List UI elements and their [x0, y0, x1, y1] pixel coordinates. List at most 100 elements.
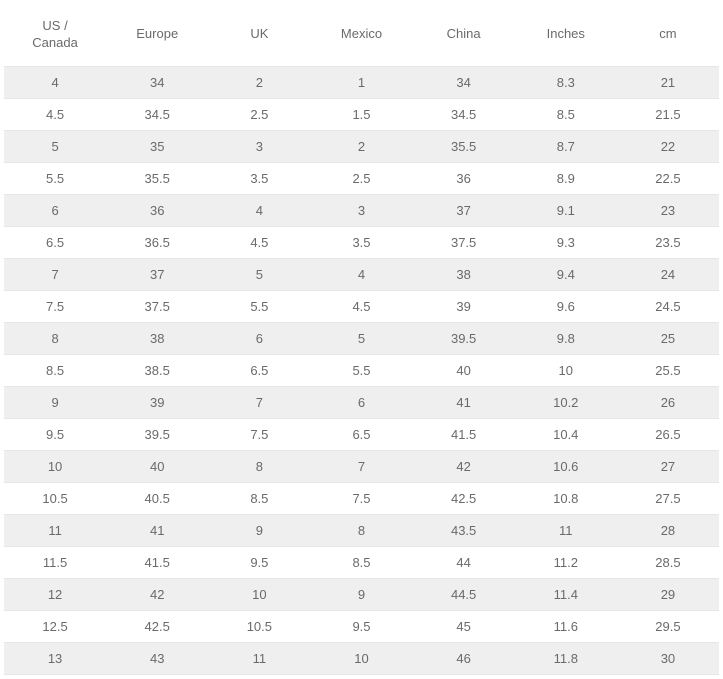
table-cell: 35.5: [413, 130, 515, 162]
table-cell: 11.5: [4, 546, 106, 578]
table-cell: 9: [310, 578, 412, 610]
table-cell: 11: [208, 642, 310, 674]
table-cell: 11.4: [515, 578, 617, 610]
table-cell: 3: [208, 130, 310, 162]
column-header: UK: [208, 4, 310, 66]
table-cell: 2.5: [208, 98, 310, 130]
table-cell: 9.1: [515, 194, 617, 226]
column-header: cm: [617, 4, 719, 66]
table-cell: 29.5: [617, 610, 719, 642]
table-cell: 12.5: [4, 610, 106, 642]
table-cell: 11.6: [515, 610, 617, 642]
table-cell: 10: [515, 354, 617, 386]
table-row: 11419843.51128: [4, 514, 719, 546]
table-cell: 5.5: [310, 354, 412, 386]
table-cell: 5: [208, 258, 310, 290]
table-row: 8.538.56.55.5401025.5: [4, 354, 719, 386]
table-header: US /CanadaEuropeUKMexicoChinaInchescm: [4, 4, 719, 66]
table-cell: 6.5: [310, 418, 412, 450]
table-cell: 28.5: [617, 546, 719, 578]
table-cell: 35.5: [106, 162, 208, 194]
column-header: Inches: [515, 4, 617, 66]
table-cell: 3: [310, 194, 412, 226]
table-row: 10.540.58.57.542.510.827.5: [4, 482, 719, 514]
table-cell: 41.5: [106, 546, 208, 578]
table-cell: 9.4: [515, 258, 617, 290]
table-cell: 25: [617, 322, 719, 354]
table-cell: 42: [413, 450, 515, 482]
table-cell: 38.5: [106, 354, 208, 386]
table-cell: 6: [310, 386, 412, 418]
table-cell: 5.5: [208, 290, 310, 322]
table-cell: 39.5: [106, 418, 208, 450]
table-cell: 4: [208, 194, 310, 226]
table-cell: 34.5: [106, 98, 208, 130]
table-cell: 35: [106, 130, 208, 162]
table-cell: 10: [208, 578, 310, 610]
table-cell: 42: [106, 578, 208, 610]
table-row: 12.542.510.59.54511.629.5: [4, 610, 719, 642]
table-cell: 9: [4, 386, 106, 418]
table-cell: 44.5: [413, 578, 515, 610]
table-cell: 8.9: [515, 162, 617, 194]
table-cell: 4.5: [4, 98, 106, 130]
table-cell: 10.5: [208, 610, 310, 642]
table-row: 63643379.123: [4, 194, 719, 226]
table-cell: 36: [413, 162, 515, 194]
size-chart-table: US /CanadaEuropeUKMexicoChinaInchescm 43…: [4, 4, 719, 675]
table-row: 939764110.226: [4, 386, 719, 418]
table-cell: 41.5: [413, 418, 515, 450]
table-cell: 4.5: [310, 290, 412, 322]
table-cell: 27.5: [617, 482, 719, 514]
table-cell: 6.5: [4, 226, 106, 258]
table-cell: 8: [4, 322, 106, 354]
table-cell: 22.5: [617, 162, 719, 194]
table-cell: 46: [413, 642, 515, 674]
table-cell: 11.2: [515, 546, 617, 578]
table-cell: 37: [106, 258, 208, 290]
table-row: 7.537.55.54.5399.624.5: [4, 290, 719, 322]
table-cell: 23.5: [617, 226, 719, 258]
table-cell: 21: [617, 66, 719, 98]
table-cell: 2.5: [310, 162, 412, 194]
table-row: 6.536.54.53.537.59.323.5: [4, 226, 719, 258]
table-cell: 8.5: [515, 98, 617, 130]
table-cell: 7: [4, 258, 106, 290]
table-cell: 1.5: [310, 98, 412, 130]
table-cell: 23: [617, 194, 719, 226]
table-cell: 9.5: [4, 418, 106, 450]
column-header: China: [413, 4, 515, 66]
table-cell: 9.6: [515, 290, 617, 322]
table-cell: 28: [617, 514, 719, 546]
table-cell: 40.5: [106, 482, 208, 514]
table-cell: 41: [413, 386, 515, 418]
table-cell: 24.5: [617, 290, 719, 322]
table-cell: 4.5: [208, 226, 310, 258]
table-cell: 8: [208, 450, 310, 482]
table-cell: 37: [413, 194, 515, 226]
table-cell: 38: [106, 322, 208, 354]
table-cell: 10: [310, 642, 412, 674]
table-cell: 39: [413, 290, 515, 322]
table-row: 1040874210.627: [4, 450, 719, 482]
table-cell: 11.8: [515, 642, 617, 674]
table-cell: 10.4: [515, 418, 617, 450]
table-row: 73754389.424: [4, 258, 719, 290]
table-cell: 9.5: [208, 546, 310, 578]
table-cell: 6.5: [208, 354, 310, 386]
table-cell: 27: [617, 450, 719, 482]
table-cell: 8: [310, 514, 412, 546]
table-cell: 8.3: [515, 66, 617, 98]
table-cell: 7.5: [310, 482, 412, 514]
table-cell: 4: [4, 66, 106, 98]
column-header: Europe: [106, 4, 208, 66]
table-cell: 4: [310, 258, 412, 290]
table-cell: 2: [310, 130, 412, 162]
table-cell: 30: [617, 642, 719, 674]
table-cell: 10.8: [515, 482, 617, 514]
table-cell: 7.5: [208, 418, 310, 450]
table-cell: 37.5: [106, 290, 208, 322]
table-cell: 8.5: [4, 354, 106, 386]
table-row: 8386539.59.825: [4, 322, 719, 354]
table-cell: 36: [106, 194, 208, 226]
